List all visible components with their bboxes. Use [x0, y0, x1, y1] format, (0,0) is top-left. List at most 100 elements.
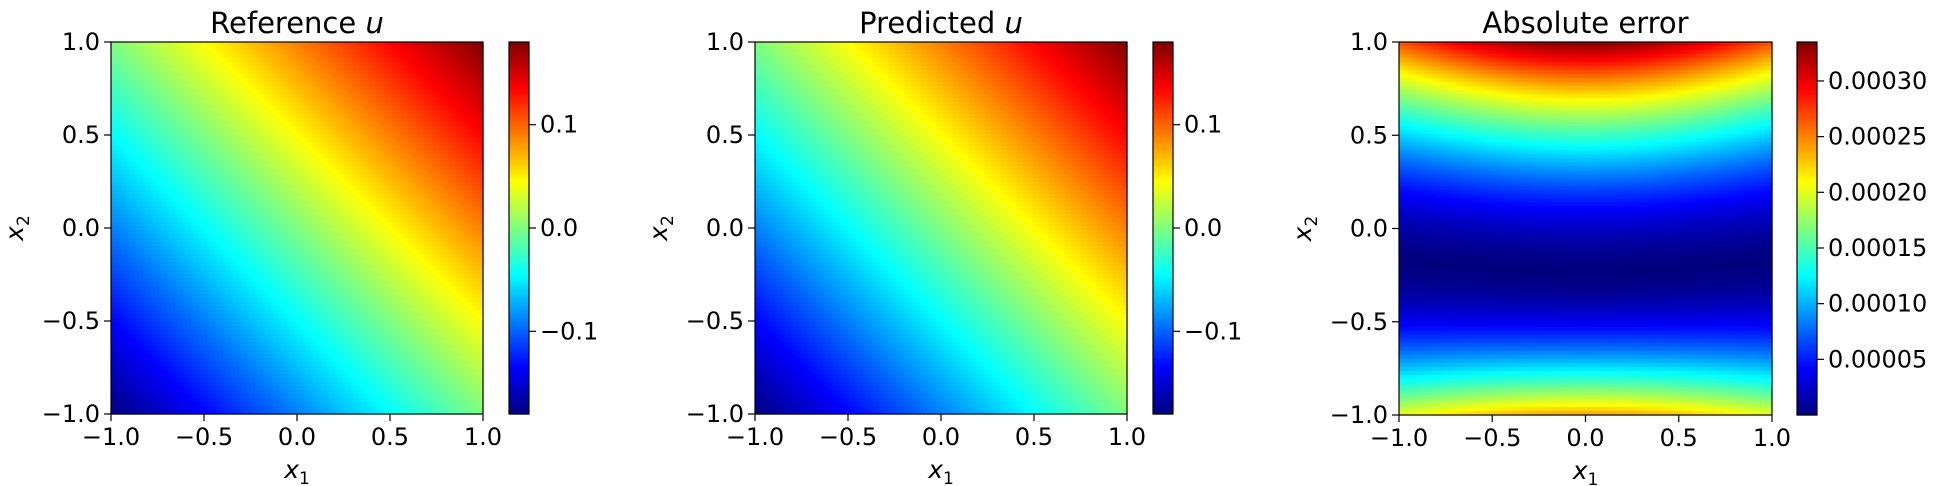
heatmap-cell	[131, 202, 136, 207]
heatmap-cell	[183, 142, 188, 147]
heatmap-cell	[255, 234, 260, 239]
heatmap-cell	[299, 218, 304, 223]
heatmap-cell	[271, 54, 276, 59]
heatmap-cell	[183, 238, 188, 243]
heatmap-cell	[423, 246, 428, 251]
heatmap-cell	[479, 214, 484, 219]
heatmap-cell	[379, 106, 384, 111]
heatmap-cell	[455, 238, 460, 243]
heatmap-cell	[147, 182, 152, 187]
heatmap-cell	[403, 174, 408, 179]
heatmap-cell	[419, 234, 424, 239]
heatmap-cell	[435, 170, 440, 175]
heatmap-cell	[223, 190, 228, 195]
heatmap-cell	[443, 234, 448, 239]
heatmap-cell	[127, 46, 132, 51]
heatmap-cell	[467, 126, 472, 131]
heatmap-cell	[387, 74, 392, 79]
heatmap-cell	[339, 190, 344, 195]
heatmap-cell	[391, 206, 396, 211]
heatmap-cell	[243, 82, 248, 87]
heatmap-cell	[207, 110, 212, 115]
heatmap-cell	[359, 122, 364, 127]
heatmap-cell	[167, 142, 172, 147]
heatmap-cell	[391, 242, 396, 247]
heatmap-cell	[371, 122, 376, 127]
heatmap-cell	[119, 134, 124, 139]
heatmap-cell	[215, 74, 220, 79]
heatmap-cell	[271, 166, 276, 171]
heatmap-cell	[247, 250, 252, 255]
heatmap-cell	[399, 238, 404, 243]
heatmap-cell	[479, 158, 484, 163]
heatmap-cell	[183, 202, 188, 207]
heatmap-cell	[163, 210, 168, 215]
heatmap-cell	[351, 54, 356, 59]
heatmap-cell	[271, 82, 276, 87]
heatmap-cell	[415, 66, 420, 71]
heatmap-cell	[183, 82, 188, 87]
heatmap-cell	[311, 214, 316, 219]
heatmap-cell	[183, 190, 188, 195]
heatmap-cell	[403, 66, 408, 71]
heatmap-cell	[211, 50, 216, 55]
heatmap-cell	[435, 150, 440, 155]
heatmap-cell	[343, 50, 348, 55]
heatmap-cell	[435, 98, 440, 103]
heatmap-cell	[295, 86, 300, 91]
heatmap-cell	[291, 58, 296, 63]
heatmap-cell	[427, 66, 432, 71]
heatmap-cell	[347, 102, 352, 107]
heatmap-cell	[319, 158, 324, 163]
heatmap-cell	[387, 70, 392, 75]
heatmap-cell	[455, 246, 460, 251]
heatmap-cell	[479, 146, 484, 151]
heatmap-cell	[371, 46, 376, 51]
heatmap-cell	[479, 90, 484, 95]
heatmap-cell	[159, 214, 164, 219]
heatmap-cell	[171, 174, 176, 179]
heatmap-cell	[339, 102, 344, 107]
heatmap-cell	[403, 210, 408, 215]
heatmap-cell	[399, 74, 404, 79]
heatmap-cell	[267, 158, 272, 163]
heatmap-cell	[475, 130, 480, 135]
heatmap-cell	[423, 46, 428, 51]
heatmap-cell	[315, 134, 320, 139]
heatmap-cell	[195, 94, 200, 99]
heatmap-cell	[343, 186, 348, 191]
heatmap-cell	[343, 106, 348, 111]
heatmap-cell	[371, 186, 376, 191]
heatmap-cell	[407, 150, 412, 155]
heatmap-cell	[255, 174, 260, 179]
heatmap-cell	[363, 178, 368, 183]
heatmap-cell	[283, 58, 288, 63]
heatmap-cell	[359, 78, 364, 83]
heatmap-cell	[475, 82, 480, 87]
heatmap-cell	[403, 46, 408, 51]
heatmap-cell	[203, 114, 208, 119]
heatmap-cell	[299, 102, 304, 107]
heatmap-cell	[167, 242, 172, 247]
heatmap-cell	[391, 234, 396, 239]
heatmap-cell	[275, 62, 280, 67]
heatmap-cell	[439, 130, 444, 135]
heatmap-cell	[443, 70, 448, 75]
heatmap-cell	[423, 102, 428, 107]
heatmap-cell	[199, 114, 204, 119]
heatmap-cell	[235, 222, 240, 227]
heatmap-cell	[275, 122, 280, 127]
heatmap-cell	[235, 46, 240, 51]
heatmap-cell	[387, 218, 392, 223]
heatmap-cell	[171, 234, 176, 239]
heatmap-cell	[335, 226, 340, 231]
heatmap-cell	[155, 130, 160, 135]
heatmap-cell	[427, 190, 432, 195]
heatmap-cell	[359, 198, 364, 203]
heatmap-cell	[459, 66, 464, 71]
heatmap-cell	[291, 82, 296, 87]
heatmap-cell	[459, 74, 464, 79]
heatmap-cell	[219, 54, 224, 59]
heatmap-cell	[139, 42, 144, 47]
